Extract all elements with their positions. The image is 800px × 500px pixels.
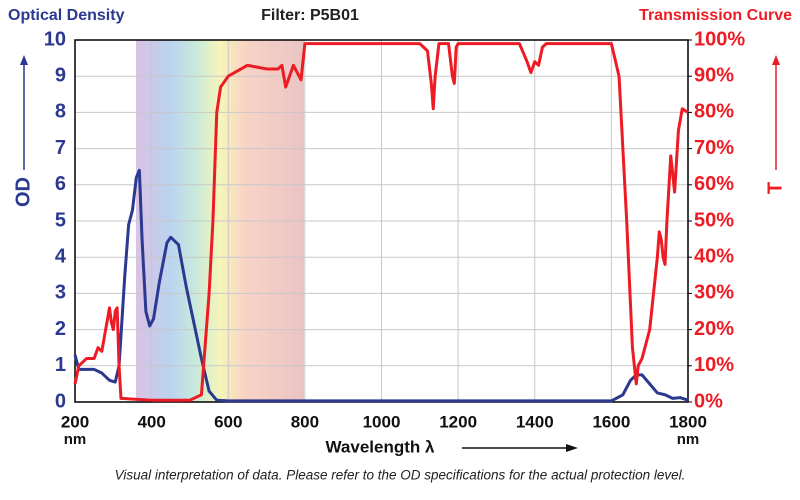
x-tick-label: 200: [61, 412, 89, 431]
y2-tick-label: 80%: [694, 101, 734, 123]
y-tick-label: 4: [55, 245, 67, 267]
y-tick-label: 6: [55, 173, 66, 195]
x-tick-label: 1000: [363, 412, 401, 431]
y-tick-label: 10: [44, 28, 66, 50]
y2-tick-label: 30%: [694, 282, 734, 304]
x-tick-label: 1400: [516, 412, 554, 431]
labels: 200 400 600 800 1000 1200 1400 1600 1800 0 1 2 3 4 5 6 7…: [44, 28, 746, 431]
x-tick-label: 1200: [439, 412, 477, 431]
chart-title: Filter: P5B01: [261, 7, 359, 24]
y2-tick-label: 20%: [694, 318, 734, 340]
y2-tick-label: 10%: [694, 354, 734, 376]
y-tick-label: 3: [55, 282, 66, 304]
x-unit: nm: [64, 431, 87, 448]
x-tick-label: 800: [291, 412, 319, 431]
y-axis-label: OD: [12, 177, 34, 207]
x-arrowhead: [566, 444, 578, 452]
y-tick-label: 8: [55, 101, 66, 123]
y-tick-label: 5: [55, 209, 66, 231]
y2-tick-label: 60%: [694, 173, 734, 195]
note: Visual interpretation of data. Please re…: [115, 468, 686, 483]
y-tick-label: 1: [55, 354, 66, 376]
x-tick-label: 400: [137, 412, 165, 431]
y-tick-label: 7: [55, 137, 66, 159]
x-unit: nm: [677, 431, 700, 448]
y2-tick-label: 0%: [694, 390, 723, 412]
y2-tick-label: 40%: [694, 245, 734, 267]
y2-tick-label: 70%: [694, 137, 734, 159]
y2-tick-label: 50%: [694, 209, 734, 231]
y-title: Optical Density: [8, 7, 125, 24]
y2-title: Transmission Curve: [639, 7, 792, 24]
x-tick-label: 1600: [592, 412, 630, 431]
x-tick-label: 1800: [669, 412, 707, 431]
od-arrowhead: [20, 55, 28, 65]
y-tick-label: 9: [55, 64, 66, 86]
t-arrowhead: [772, 55, 780, 65]
y2-tick-label: 100%: [694, 28, 745, 50]
y2-axis-label: T: [764, 182, 786, 194]
y-tick-label: 2: [55, 318, 66, 340]
x-axis-label: Wavelength λ: [326, 437, 435, 456]
y2-tick-label: 90%: [694, 64, 734, 86]
series-line: [73, 42, 689, 402]
x-tick-label: 600: [214, 412, 242, 431]
lines: [73, 42, 689, 403]
y-tick-label: 0: [55, 390, 66, 412]
